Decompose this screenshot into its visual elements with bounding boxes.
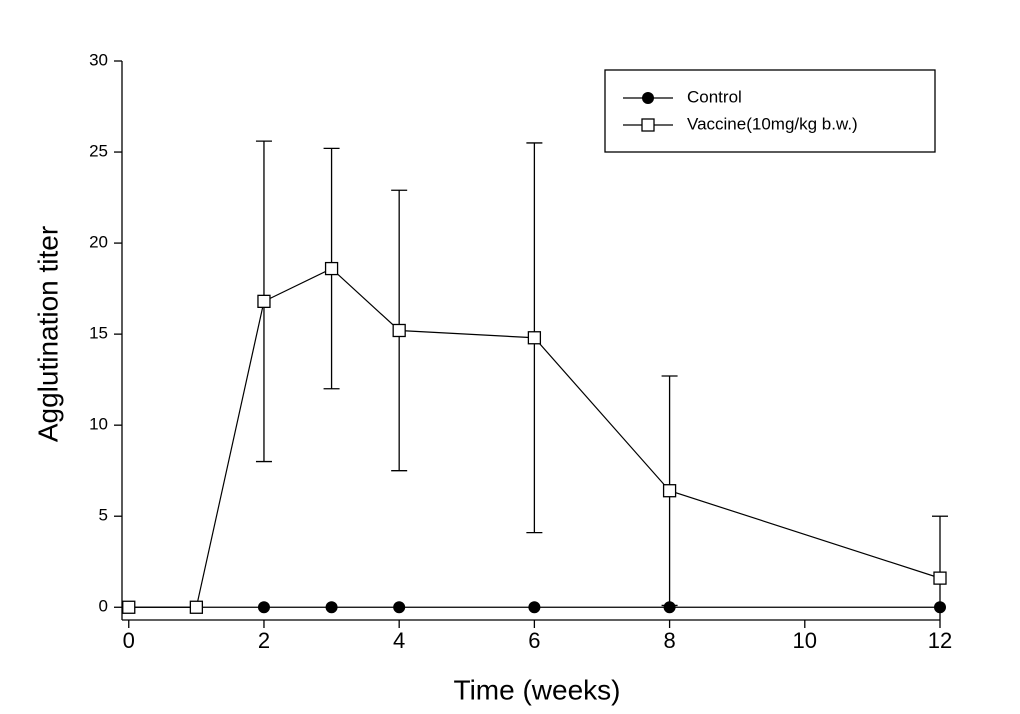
y-tick-label: 20: [89, 233, 108, 252]
y-tick-label: 5: [99, 506, 108, 525]
data-point: [527, 331, 542, 345]
y-tick-label: 0: [99, 597, 108, 616]
x-tick-label: 0: [123, 628, 135, 653]
legend-label: Vaccine(10mg/kg b.w.): [687, 114, 858, 133]
x-axis-label: Time (weeks): [454, 674, 621, 705]
x-tick-label: 10: [793, 628, 817, 653]
legend-marker: [641, 118, 655, 132]
y-axis-label: Agglutination titer: [32, 226, 63, 442]
y-tick-label: 15: [89, 324, 108, 343]
legend-label: Control: [687, 87, 742, 106]
series-line: [128, 267, 941, 608]
y-tick-label: 10: [89, 415, 108, 434]
x-tick-label: 2: [258, 628, 270, 653]
data-point: [189, 600, 204, 614]
data-point: [257, 601, 270, 614]
data-point: [122, 600, 136, 614]
y-tick-label: 30: [89, 50, 108, 69]
legend-box: [604, 69, 936, 153]
data-point: [528, 601, 541, 614]
x-tick-label: 12: [928, 628, 952, 653]
x-tick-label: 4: [393, 628, 405, 653]
x-tick-label: 6: [528, 628, 540, 653]
data-point: [663, 601, 676, 614]
legend-marker: [642, 92, 654, 104]
data-point: [933, 571, 947, 585]
data-point: [325, 601, 338, 614]
data-point: [324, 261, 339, 276]
data-point: [393, 601, 406, 614]
x-tick-label: 8: [663, 628, 675, 653]
data-point: [392, 323, 406, 338]
data-point: [662, 484, 677, 498]
data-point: [257, 294, 271, 309]
data-point: [934, 601, 946, 614]
y-tick-label: 25: [89, 142, 108, 161]
